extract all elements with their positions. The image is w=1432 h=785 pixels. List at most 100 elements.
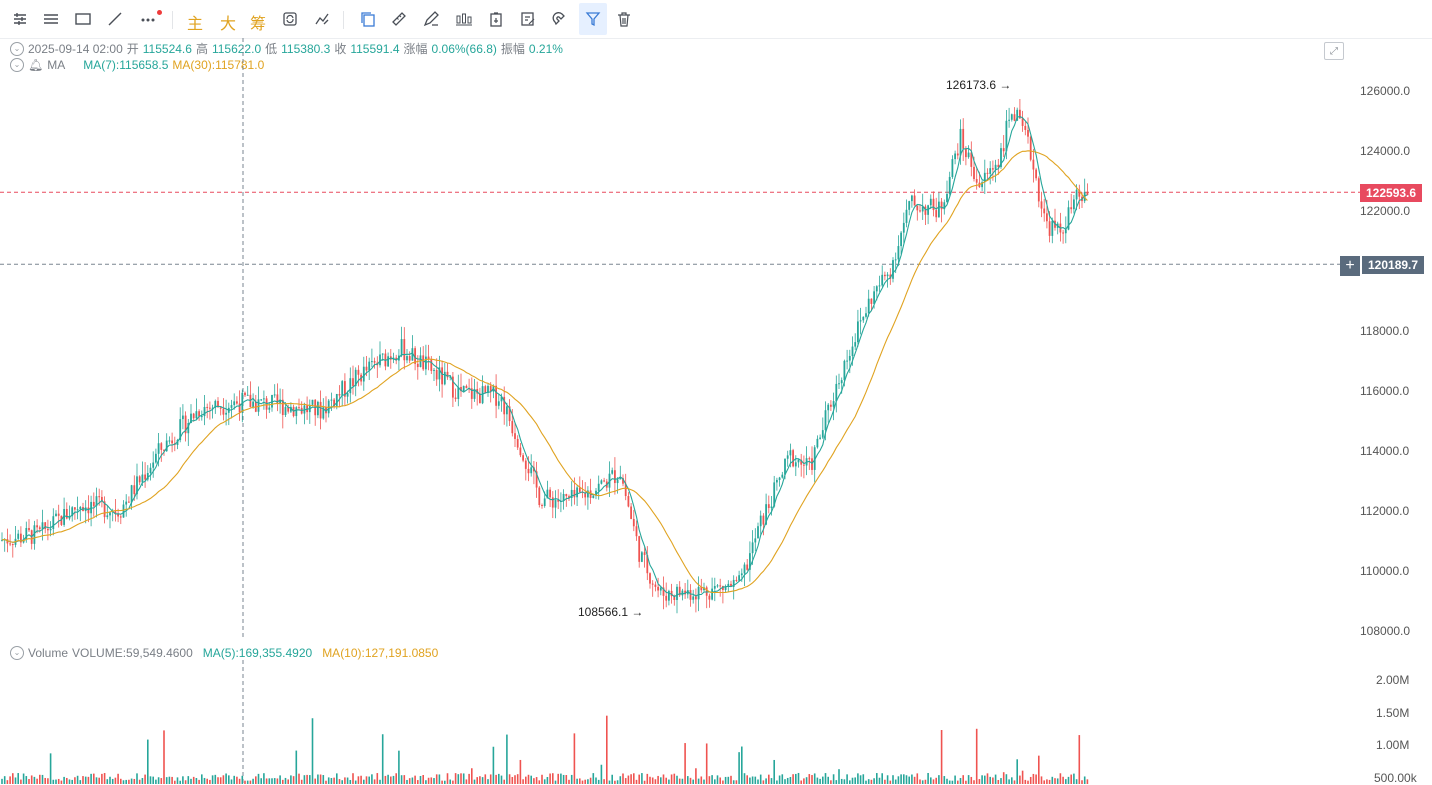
volume-bar	[781, 774, 784, 784]
big-order-button[interactable]: 大	[220, 14, 237, 33]
volume-ma10: MA(10):127,191.0850	[322, 646, 439, 660]
volume-bar	[514, 775, 516, 784]
volume-bar	[55, 779, 57, 784]
candle-body	[117, 513, 119, 517]
volume-bar	[889, 780, 892, 784]
volume-bar	[597, 779, 600, 784]
volume-bar	[816, 777, 819, 784]
volume-bar	[859, 775, 862, 784]
candle-body	[408, 356, 411, 361]
volume-bar	[543, 779, 546, 784]
volume-bar	[1, 778, 3, 784]
volume-bar	[813, 773, 816, 784]
volume-bar	[284, 777, 287, 784]
volume-bar	[82, 776, 84, 784]
candle-body	[992, 168, 994, 170]
volume-bar	[927, 772, 929, 784]
collapse-chevron-icon[interactable]: ⌄	[10, 646, 24, 660]
change-value: 0.06%(66.8)	[431, 41, 497, 56]
volume-bar	[984, 775, 986, 784]
candle-body	[803, 464, 805, 466]
candle-body	[87, 507, 90, 514]
candle-body	[816, 438, 819, 448]
candle-body	[500, 396, 503, 402]
list-icon[interactable]	[38, 6, 64, 32]
volume-bar	[930, 777, 932, 784]
collapse-chevron-icon[interactable]: ⌄	[10, 41, 24, 56]
main-force-button[interactable]: 主	[187, 14, 204, 33]
more-icon[interactable]	[135, 6, 161, 32]
collapse-chevron-icon[interactable]: ⌄	[10, 58, 24, 72]
volume-bar	[954, 775, 956, 784]
volume-bar	[981, 775, 983, 784]
volume-bar	[322, 775, 325, 784]
candle-body	[649, 573, 651, 584]
volume-bar	[52, 779, 55, 784]
candle-body	[697, 586, 700, 600]
candle-body	[225, 412, 227, 415]
rectangle-icon[interactable]	[70, 6, 96, 32]
clipboard-icon[interactable]	[483, 6, 509, 32]
volume-bar	[120, 778, 122, 784]
candle-body	[325, 407, 327, 414]
trash-icon[interactable]	[611, 6, 637, 32]
volume-bar	[978, 779, 981, 784]
indicator-icon[interactable]	[309, 6, 335, 32]
volume-bar	[638, 774, 640, 784]
edit-icon[interactable]	[515, 6, 541, 32]
volume-bar	[1081, 780, 1083, 784]
candle-body	[700, 586, 703, 591]
chip-button[interactable]: 筹	[250, 14, 267, 33]
candle-body	[516, 438, 519, 448]
candle-body	[935, 210, 938, 218]
candles-icon[interactable]	[451, 6, 477, 32]
candle-body	[28, 527, 30, 531]
filter-icon[interactable]	[579, 3, 607, 35]
candle-body	[1062, 232, 1064, 234]
volume-bar	[646, 773, 649, 784]
refresh-icon[interactable]	[277, 6, 303, 32]
volume-bar	[975, 728, 978, 784]
candle-body	[749, 553, 751, 570]
candle-body	[524, 460, 527, 469]
candle-body	[813, 447, 816, 470]
volume-bar	[668, 779, 670, 784]
candle-body	[381, 353, 384, 355]
add-alert-plus-icon[interactable]: +	[1340, 256, 1360, 276]
expand-icon[interactable]: ⤢	[1324, 42, 1344, 60]
candle-body	[365, 366, 368, 371]
volume-bar	[327, 777, 330, 784]
volume-bar	[503, 779, 505, 784]
candle-body	[943, 202, 946, 210]
copy-icon[interactable]	[355, 6, 381, 32]
candle-body	[106, 515, 109, 518]
volume-bar	[538, 780, 541, 784]
bell-icon[interactable]: 🔔︎	[28, 58, 44, 72]
candle-body	[627, 496, 630, 507]
volume-bar	[219, 777, 222, 784]
volume-chart[interactable]	[0, 660, 1432, 784]
candle-body	[824, 410, 827, 431]
volume-bar	[106, 779, 109, 784]
magnet-icon[interactable]	[547, 6, 573, 32]
candle-body	[522, 455, 524, 461]
volume-bar	[741, 746, 743, 784]
axis-tick: 116000.0	[1360, 384, 1410, 398]
ruler-icon[interactable]	[386, 6, 412, 32]
volume-bar	[95, 777, 98, 784]
volume-bar	[805, 777, 808, 784]
ma-label: MA	[47, 58, 66, 72]
volume-bar	[9, 776, 11, 784]
pencil-icon[interactable]	[418, 6, 444, 32]
volume-bar	[687, 776, 689, 784]
candle-body	[1005, 120, 1008, 152]
volume-bar	[141, 777, 144, 784]
candle-body	[414, 348, 416, 364]
candle-body	[557, 499, 560, 502]
candle-body	[103, 501, 106, 518]
price-chart[interactable]	[0, 38, 1432, 638]
volume-bar	[144, 774, 146, 784]
menu-collapse-icon[interactable]	[7, 6, 33, 32]
candle-body	[1, 539, 3, 541]
line-icon[interactable]	[102, 6, 128, 32]
